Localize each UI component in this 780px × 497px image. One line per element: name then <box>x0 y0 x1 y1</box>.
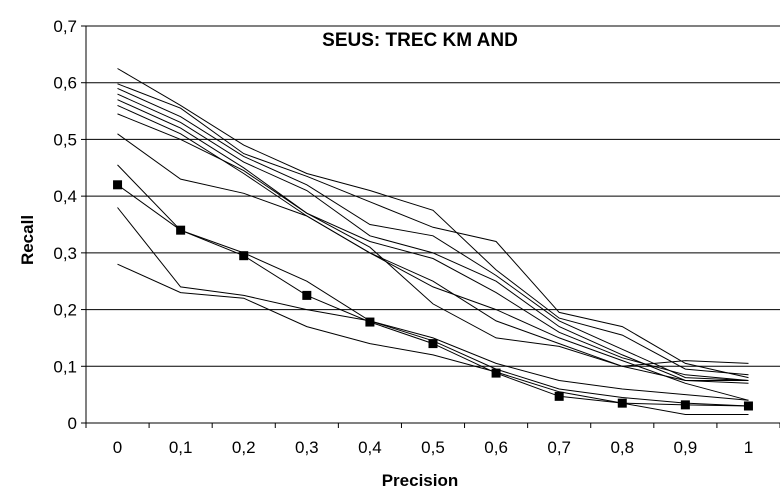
data-point-marker <box>743 401 753 411</box>
x-tick-label: 0,8 <box>610 438 634 457</box>
data-point-marker <box>302 290 312 300</box>
x-tick-label: 0 <box>113 438 122 457</box>
x-tick-label: 0,5 <box>421 438 445 457</box>
x-tick-label: 0,9 <box>674 438 698 457</box>
data-point-marker <box>113 180 123 190</box>
series-line-9 <box>117 164 749 407</box>
y-tick-label: 0 <box>68 414 77 433</box>
x-axis-title: Precision <box>382 471 459 490</box>
data-point-marker <box>680 400 690 410</box>
series-line-11 <box>117 263 749 415</box>
data-point-marker <box>365 317 375 327</box>
data-point-marker <box>491 368 501 378</box>
y-tick-label: 0,1 <box>53 357 77 376</box>
x-tick-label: 0,1 <box>169 438 193 457</box>
series-line-8 <box>117 133 749 367</box>
data-point-marker <box>239 251 249 261</box>
data-point-marker <box>554 391 564 401</box>
y-tick-label: 0,4 <box>53 187 77 206</box>
x-tick-label: 0,7 <box>547 438 571 457</box>
x-tick-label: 1 <box>744 438 753 457</box>
series-line-10 <box>117 207 749 401</box>
x-tick-label: 0,2 <box>232 438 256 457</box>
series-line-2 <box>117 83 749 379</box>
x-tick-label: 0,3 <box>295 438 319 457</box>
y-tick-label: 0,2 <box>53 301 77 320</box>
x-tick-label: 0,6 <box>484 438 508 457</box>
y-tick-label: 0,7 <box>53 17 77 36</box>
data-point-marker <box>428 339 438 349</box>
x-tick-label: 0,4 <box>358 438 382 457</box>
y-axis-title: Recall <box>18 215 37 265</box>
data-point-marker <box>176 225 186 235</box>
series-line-5 <box>117 99 749 381</box>
data-point-marker <box>617 398 627 408</box>
series-line-3 <box>117 87 749 381</box>
chart-title: SEUS: TREC KM AND <box>322 30 518 51</box>
series-line-1 <box>117 68 749 376</box>
y-tick-label: 0,5 <box>53 130 77 149</box>
y-tick-label: 0,3 <box>53 244 77 263</box>
y-tick-label: 0,6 <box>53 74 77 93</box>
series-line-7 <box>117 113 749 381</box>
